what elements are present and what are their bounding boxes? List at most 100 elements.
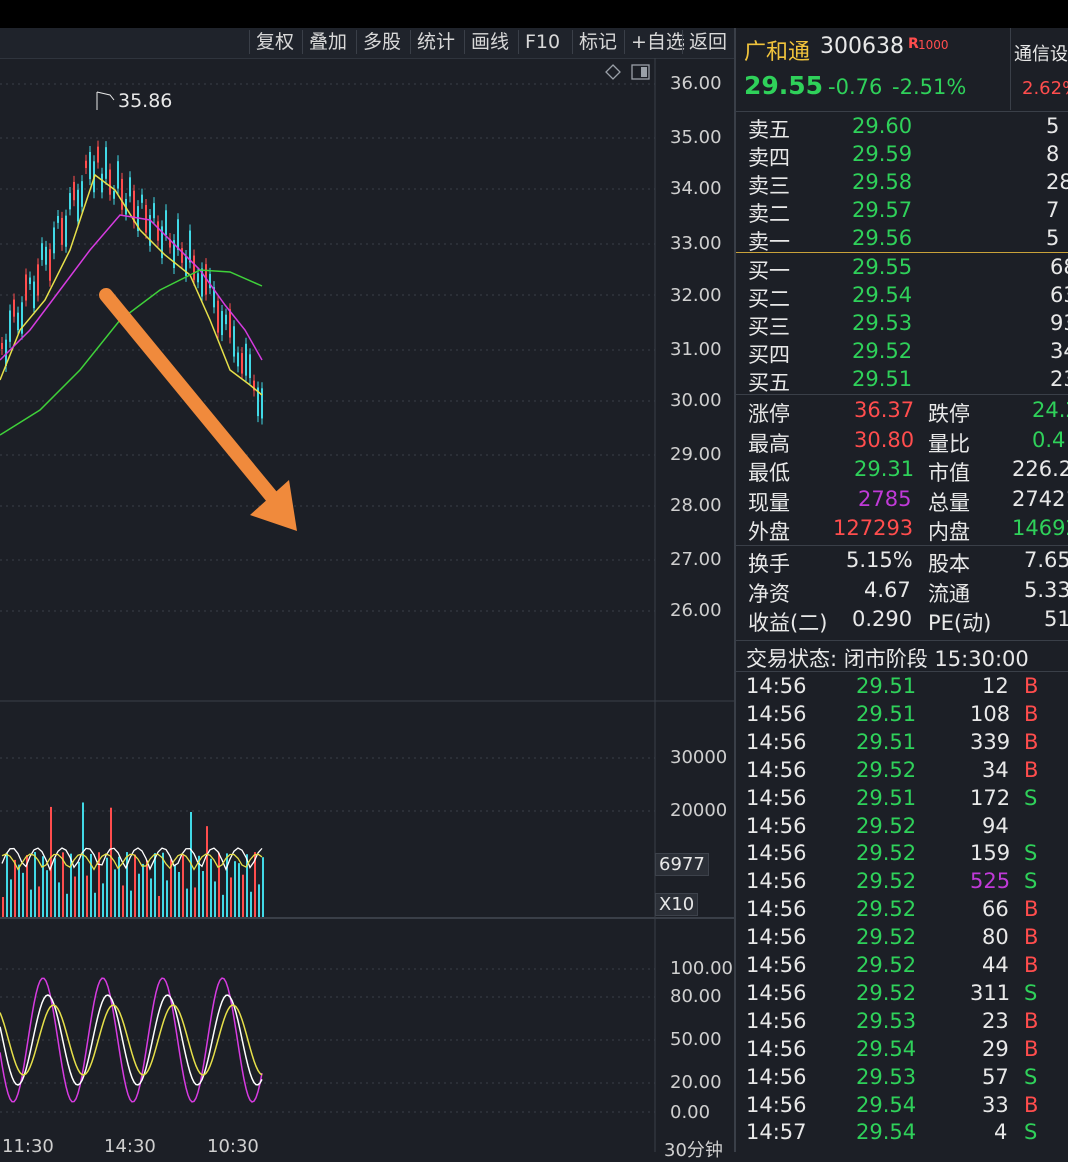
bid-price[interactable]: 29.54 xyxy=(852,283,913,307)
volume-tick: 20000 xyxy=(670,800,728,821)
stat-value: 0.4 xyxy=(1032,427,1066,452)
overlay-button[interactable]: 叠加 xyxy=(302,30,353,54)
ask-price[interactable]: 29.59 xyxy=(852,142,913,166)
multi-stock-button[interactable]: 多股 xyxy=(356,30,407,54)
volume-bar xyxy=(142,863,144,917)
restore-rights-button[interactable]: 复权 xyxy=(249,30,300,54)
bid-price[interactable]: 29.51 xyxy=(852,367,913,391)
volume-bar xyxy=(18,864,20,917)
stat-value: 36.37 xyxy=(854,398,915,422)
tick-side: S xyxy=(1024,980,1038,1005)
volume-bar xyxy=(22,872,24,917)
candle-body xyxy=(33,281,35,309)
volume-scale-box[interactable]: X10 xyxy=(655,893,699,916)
tick-volume: 311 xyxy=(970,980,1011,1005)
candle-body xyxy=(233,326,235,357)
sector-tab[interactable]: 通信设 xyxy=(1014,44,1068,65)
bid-price[interactable]: 29.55 xyxy=(852,255,913,279)
bid-volume: 68 xyxy=(1050,255,1068,279)
volume-bar xyxy=(150,878,152,917)
stat-label: 外盘 xyxy=(748,520,790,544)
volume-bar xyxy=(86,875,88,917)
candle-body xyxy=(185,256,187,276)
candle-body xyxy=(221,311,223,336)
price-tick: 26.00 xyxy=(670,600,722,621)
tick-price: 29.54 xyxy=(856,1120,917,1145)
candle-body xyxy=(133,190,135,223)
ask-volume: 8 xyxy=(1046,142,1060,166)
ask-label: 卖二 xyxy=(748,202,790,226)
tick-side: S xyxy=(1024,869,1038,894)
candle-body xyxy=(45,246,47,265)
ask-price[interactable]: 29.56 xyxy=(852,226,913,250)
mark-button[interactable]: 标记 xyxy=(572,30,623,54)
volume-bar xyxy=(214,881,216,917)
volume-bar xyxy=(134,854,136,917)
tick-time: 14:56 xyxy=(746,1036,807,1061)
volume-bar xyxy=(62,852,64,917)
stat-value: 127293 xyxy=(833,516,914,540)
bid-price[interactable]: 29.53 xyxy=(852,311,913,335)
stat-label: 内盘 xyxy=(928,520,970,544)
tick-time: 14:56 xyxy=(746,980,807,1005)
volume-cursor-box: 6977 xyxy=(655,853,709,876)
bid-volume: 34 xyxy=(1050,339,1068,363)
ask-price[interactable]: 29.58 xyxy=(852,170,913,194)
candle-body xyxy=(57,215,59,223)
price-tick: 32.00 xyxy=(670,285,722,306)
candle-body xyxy=(9,310,11,342)
volume-bar xyxy=(78,861,80,917)
candle-body xyxy=(37,264,39,296)
candle-body xyxy=(49,249,51,281)
period-label[interactable]: 30分钟 xyxy=(664,1140,723,1161)
fund-label: 股本 xyxy=(928,552,970,576)
diamond-icon[interactable] xyxy=(605,64,621,80)
fund-value: 7.65 xyxy=(1024,548,1068,572)
candle-body xyxy=(13,299,15,317)
candle-body xyxy=(113,191,115,199)
stock-code: 300638 xyxy=(820,34,904,59)
ask-label: 卖一 xyxy=(748,230,790,254)
ask-price[interactable]: 29.60 xyxy=(852,114,913,138)
volume-bar xyxy=(126,852,128,917)
volume-bar xyxy=(194,887,196,917)
volume-bar xyxy=(122,885,124,917)
volume-bar xyxy=(70,853,72,917)
osc-line-white xyxy=(0,994,263,1086)
tick-price: 29.51 xyxy=(856,729,917,754)
f10-button[interactable]: F10 xyxy=(518,30,566,54)
volume-bar xyxy=(6,852,8,917)
tick-side: B xyxy=(1024,1008,1039,1033)
volume-bar xyxy=(250,891,252,917)
draw-line-button[interactable]: 画线 xyxy=(464,30,515,54)
candle-body xyxy=(177,219,179,250)
volume-bar xyxy=(210,858,212,917)
volume-bar xyxy=(38,886,40,917)
panel-toggle-icon[interactable] xyxy=(631,64,650,80)
tick-time: 14:56 xyxy=(746,897,807,922)
candle-body xyxy=(101,173,103,193)
osc-line-magenta xyxy=(0,977,263,1103)
tick-side: S xyxy=(1024,785,1038,810)
tick-time: 14:56 xyxy=(746,925,807,950)
stat-label: 现量 xyxy=(748,490,790,515)
ask-price[interactable]: 29.57 xyxy=(852,198,913,222)
back-button[interactable]: 返回 xyxy=(682,30,733,54)
bid-price[interactable]: 29.52 xyxy=(852,339,913,363)
sector-change: 2.62% xyxy=(1022,78,1068,99)
tick-volume: 23 xyxy=(982,1008,1009,1033)
candle-body xyxy=(81,181,83,207)
add-watchlist-button[interactable]: +自选 xyxy=(624,30,691,54)
candle-body xyxy=(117,161,119,189)
price-tick: 27.00 xyxy=(670,549,722,570)
candle-body xyxy=(261,388,263,419)
kline-chart[interactable] xyxy=(0,0,734,1152)
stat-value: 27421 xyxy=(1012,486,1068,511)
tick-side: B xyxy=(1024,1092,1039,1117)
statistics-button[interactable]: 统计 xyxy=(410,30,461,54)
volume-bar xyxy=(10,879,12,917)
candle-body xyxy=(161,226,163,259)
volume-bar xyxy=(2,897,4,917)
ask-volume: 28 xyxy=(1046,170,1068,194)
stat-label: 总量 xyxy=(928,490,970,515)
